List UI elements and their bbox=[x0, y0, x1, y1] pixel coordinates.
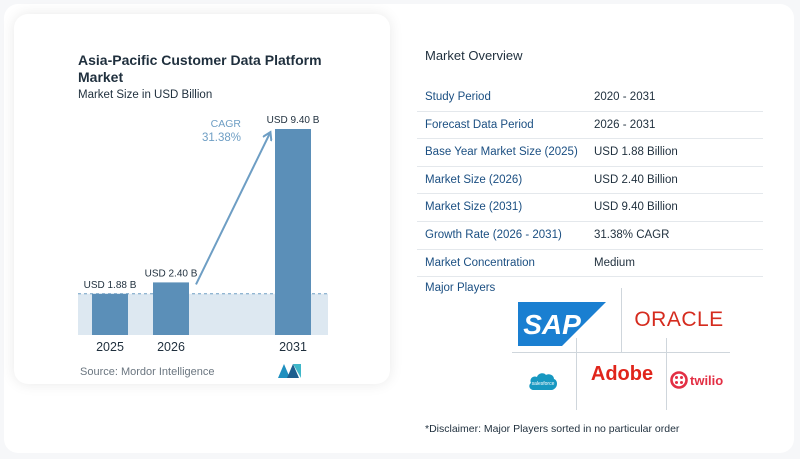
data-label: USD 9.40 B bbox=[267, 115, 320, 126]
overview-label: Base Year Market Size (2025) bbox=[425, 146, 578, 159]
salesforce-logo-text: salesforce bbox=[532, 381, 555, 387]
divider bbox=[576, 338, 577, 410]
salesforce-logo: salesforce bbox=[529, 373, 557, 390]
sap-logo: SAP bbox=[518, 302, 606, 346]
cagr-value: 31.38% bbox=[202, 132, 241, 144]
overview-row: Market Concentration Medium bbox=[417, 250, 763, 278]
overview-value: 2020 - 2031 bbox=[594, 91, 656, 103]
bar-chart: USD 1.88 B 2025 USD 2.40 B 2026 USD 9.40 B 20… bbox=[78, 115, 330, 354]
overview-table: Study Period 2020 - 2031 Forecast Data P… bbox=[417, 84, 763, 278]
overview-row: Base Year Market Size (2025) USD 1.88 Bi… bbox=[417, 139, 763, 167]
adobe-logo: Adobe bbox=[591, 363, 653, 385]
x-tick-label: 2031 bbox=[279, 340, 307, 354]
oracle-logo: ORACLE bbox=[634, 308, 723, 331]
players-heading: Major Players bbox=[425, 282, 496, 294]
disclaimer: *Disclaimer: Major Players sorted in no … bbox=[425, 423, 680, 435]
cagr-arrow bbox=[195, 133, 270, 285]
bar bbox=[92, 293, 128, 335]
overview-value: USD 1.88 Billion bbox=[594, 146, 678, 159]
overview-label: Market Size (2026) bbox=[425, 173, 523, 186]
adobe-logo-text: Adobe bbox=[591, 363, 653, 385]
divider bbox=[621, 288, 622, 352]
overview-label: Forecast Data Period bbox=[425, 118, 534, 131]
data-label: USD 1.88 B bbox=[84, 280, 137, 291]
source-text: Source: Mordor Intelligence bbox=[80, 366, 215, 378]
divider bbox=[666, 338, 667, 410]
data-label: USD 2.40 B bbox=[145, 268, 198, 279]
overview-row: Growth Rate (2026 - 2031) 31.38% CAGR bbox=[417, 222, 763, 250]
overview-label: Growth Rate (2026 - 2031) bbox=[425, 228, 562, 241]
overview-label: Study Period bbox=[425, 91, 491, 103]
overview-value: 31.38% CAGR bbox=[594, 228, 670, 241]
overview-value: 2026 - 2031 bbox=[594, 118, 656, 131]
overview-label: Market Size (2031) bbox=[425, 201, 523, 214]
overview-value: Medium bbox=[594, 256, 635, 269]
overview-row: Market Size (2031) USD 9.40 Billion bbox=[417, 194, 763, 222]
chart-subtitle: Market Size in USD Billion bbox=[78, 89, 213, 101]
overview-heading: Market Overview bbox=[425, 48, 523, 63]
bar bbox=[153, 282, 189, 335]
sap-logo-text: SAP bbox=[523, 309, 581, 340]
overview-row: Forecast Data Period 2026 - 2031 bbox=[417, 112, 763, 140]
cagr-label: CAGR bbox=[211, 118, 242, 130]
overview-row: Study Period 2020 - 2031 bbox=[417, 84, 763, 112]
overview-row: Market Size (2026) USD 2.40 Billion bbox=[417, 167, 763, 195]
x-tick-label: 2025 bbox=[96, 340, 124, 354]
overview-value: USD 9.40 Billion bbox=[594, 201, 678, 214]
oracle-logo-text: ORACLE bbox=[634, 308, 723, 331]
overview-label: Market Concentration bbox=[425, 256, 535, 269]
overview-value: USD 2.40 Billion bbox=[594, 173, 678, 186]
x-tick-label: 2026 bbox=[157, 340, 185, 354]
mordor-intelligence-logo-icon bbox=[278, 364, 301, 378]
divider bbox=[512, 352, 730, 353]
twilio-logo-text: twilio bbox=[690, 373, 723, 388]
twilio-logo: twilio bbox=[670, 371, 723, 389]
bar bbox=[275, 129, 311, 335]
chart-title: Asia-Pacific Customer Data Platform Mark… bbox=[78, 52, 322, 85]
